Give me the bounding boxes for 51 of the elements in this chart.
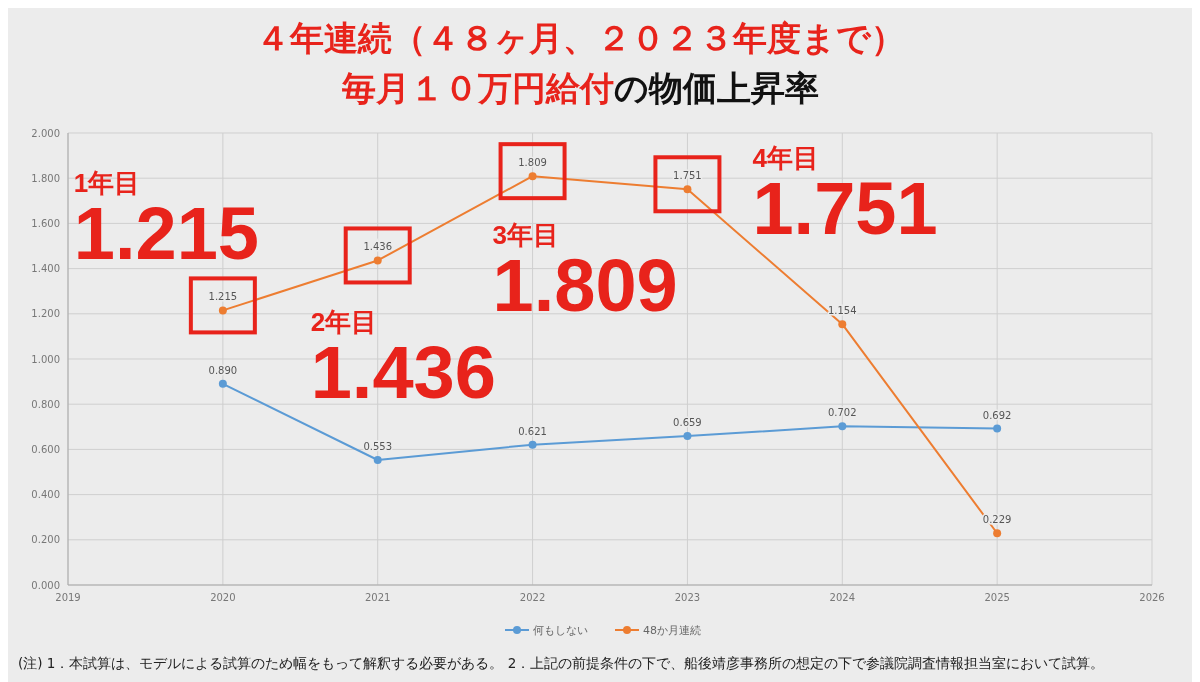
data-label: 0.659	[673, 417, 702, 429]
x-tick-label: 2025	[984, 592, 1010, 603]
x-tick-label: 2026	[1139, 592, 1165, 603]
annotation: 2年目	[310, 307, 378, 338]
y-tick-label: 1.800	[31, 172, 60, 184]
data-label: 0.702	[827, 407, 857, 419]
y-tick-label: 1.400	[31, 263, 60, 275]
point	[683, 432, 692, 441]
legend-label: 何もしない	[533, 623, 588, 637]
data-label: 0.553	[363, 441, 393, 453]
data-label: 1.154	[827, 305, 857, 317]
chart-subtitle: 毎月１０万円給付の物価上昇率	[340, 68, 819, 108]
annotation: 1年目	[73, 168, 141, 199]
x-tick-label: 2023	[674, 592, 701, 603]
text: (注) 1．本試算は、モデルによる試算のため幅をもって解釈する必要がある。 2．上記の前提条件の下で、船後靖彦事務所の想定の下で参議院調査情報担当室において試算。	[18, 655, 1105, 671]
annotation: 3年目	[492, 220, 560, 251]
y-tick-label: 1.000	[31, 353, 60, 365]
chart-title: ４年連続（４８ヶ月、２０２３年度まで）	[255, 18, 905, 58]
data-label: 0.692	[982, 409, 1012, 421]
y-tick-label: 1.600	[31, 217, 60, 229]
point	[993, 529, 1002, 538]
data-label: 1.809	[518, 157, 547, 169]
point	[373, 456, 382, 465]
legend-label: 48か月連続	[643, 623, 701, 637]
annotation: 4年目	[752, 143, 819, 174]
point	[838, 422, 847, 431]
point	[528, 440, 537, 449]
data-label: 1.436	[363, 241, 393, 253]
y-tick-label: 0.600	[31, 443, 60, 455]
x-tick-label: 2024	[829, 592, 856, 603]
point	[218, 306, 227, 315]
data-label: 1.215	[208, 291, 238, 303]
point	[528, 172, 537, 181]
y-tick-label: 0.200	[31, 534, 60, 546]
data-label: 0.621	[518, 425, 547, 437]
x-tick-label: 2021	[364, 592, 391, 603]
y-tick-label: 0.800	[31, 398, 60, 410]
point	[373, 256, 382, 265]
data-label: 0.890	[208, 364, 238, 376]
point	[838, 320, 847, 329]
x-tick-label: 2020	[210, 592, 236, 603]
point	[218, 379, 227, 388]
y-tick-label: 0.000	[31, 579, 60, 591]
point	[683, 185, 692, 194]
point	[993, 424, 1002, 433]
y-tick-label: 0.400	[31, 489, 60, 501]
data-label: 1.751	[673, 170, 702, 182]
x-tick-label: 2022	[519, 592, 546, 603]
y-tick-label: 2.000	[31, 127, 60, 139]
y-tick-label: 1.200	[31, 308, 60, 320]
x-tick-label: 2019	[55, 592, 81, 603]
